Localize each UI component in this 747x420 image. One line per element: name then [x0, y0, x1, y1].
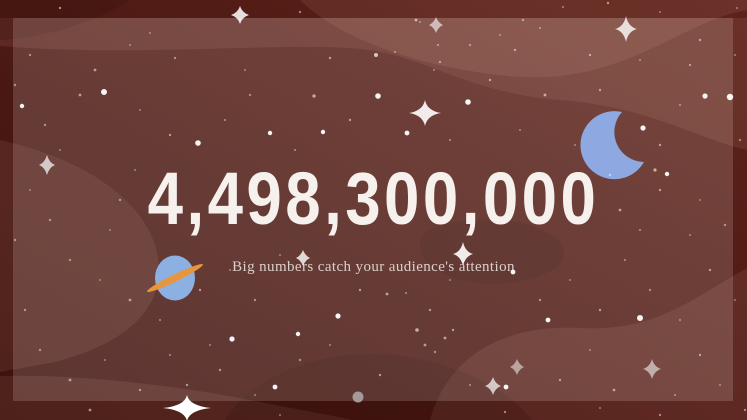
big-number: 4,498,300,000: [147, 157, 600, 240]
planet-icon: [147, 255, 203, 301]
content-panel: [13, 18, 733, 401]
moon-icon: [580, 111, 644, 180]
planet-ring: [147, 264, 203, 292]
caption-text: Big numbers catch your audience's attent…: [232, 259, 515, 275]
